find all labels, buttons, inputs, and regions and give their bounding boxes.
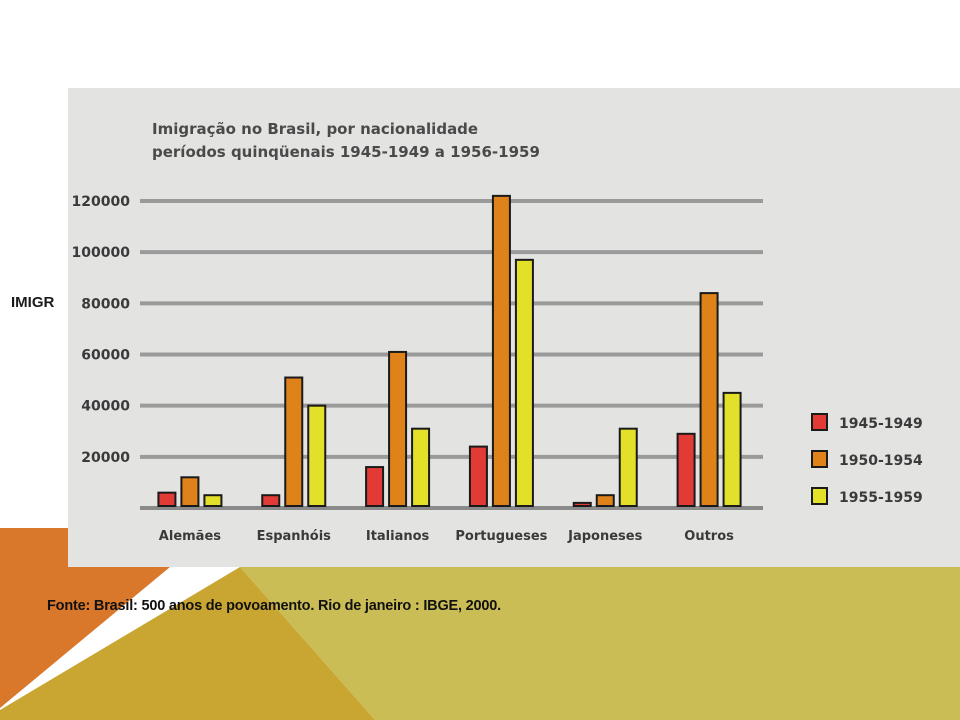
legend-label: 1950-1954 [839, 453, 923, 469]
chart-title: Imigração no Brasil, por nacionalidade [152, 120, 478, 138]
bar-1945-1949 [676, 432, 696, 507]
bar-1955-1959 [203, 494, 223, 508]
bar-chart: Imigração no Brasil, por nacionalidade pe… [72, 120, 923, 544]
bar-1950-1954 [180, 476, 200, 507]
bar-1945-1949 [572, 501, 592, 507]
bar-1955-1959 [411, 427, 431, 508]
y-tick-label: 120000 [72, 194, 131, 210]
bar-1955-1959 [618, 427, 638, 508]
legend-swatch [811, 487, 828, 505]
category-label: Japoneses [567, 529, 642, 544]
bar-1945-1949 [261, 494, 281, 508]
legend-swatch [811, 413, 828, 431]
source-citation: Fonte: Brasil: 500 anos de povoamento. R… [47, 598, 501, 614]
legend-swatch [811, 450, 828, 468]
bar-1955-1959 [722, 391, 742, 507]
bar-1950-1954 [699, 292, 719, 507]
category-label: Espanhóis [257, 529, 332, 544]
bar-1945-1949 [157, 491, 177, 507]
bar-1955-1959 [307, 404, 327, 507]
y-tick-label: 20000 [81, 450, 130, 466]
bar-1950-1954 [388, 350, 408, 508]
category-label: Outros [684, 529, 734, 544]
y-tick-label: 40000 [81, 399, 130, 415]
legend-label: 1955-1959 [839, 490, 923, 506]
bar-1950-1954 [491, 194, 511, 507]
bar-1950-1954 [284, 376, 304, 507]
y-tick-label: 80000 [81, 296, 130, 312]
bar-1945-1949 [468, 445, 488, 508]
chart-subtitle: períodos quinqüenais 1945-1949 a 1956-19… [152, 143, 540, 161]
bar-1945-1949 [365, 466, 385, 508]
bar-1950-1954 [595, 494, 615, 508]
y-tick-label: 60000 [81, 348, 130, 364]
slide-label: IMIGR [11, 294, 55, 311]
orange-background-shape [0, 528, 170, 708]
category-label: Alemães [159, 529, 221, 544]
category-label: Italianos [366, 529, 430, 544]
bar-1955-1959 [514, 258, 534, 507]
legend-label: 1945-1949 [839, 416, 923, 432]
y-tick-label: 100000 [72, 245, 131, 261]
chart-panel: Imigração no Brasil, por nacionalidade pe… [68, 88, 960, 567]
category-label: Portugueses [455, 529, 547, 544]
olive-background-shape [240, 567, 960, 720]
gold-background-shape [0, 567, 375, 720]
